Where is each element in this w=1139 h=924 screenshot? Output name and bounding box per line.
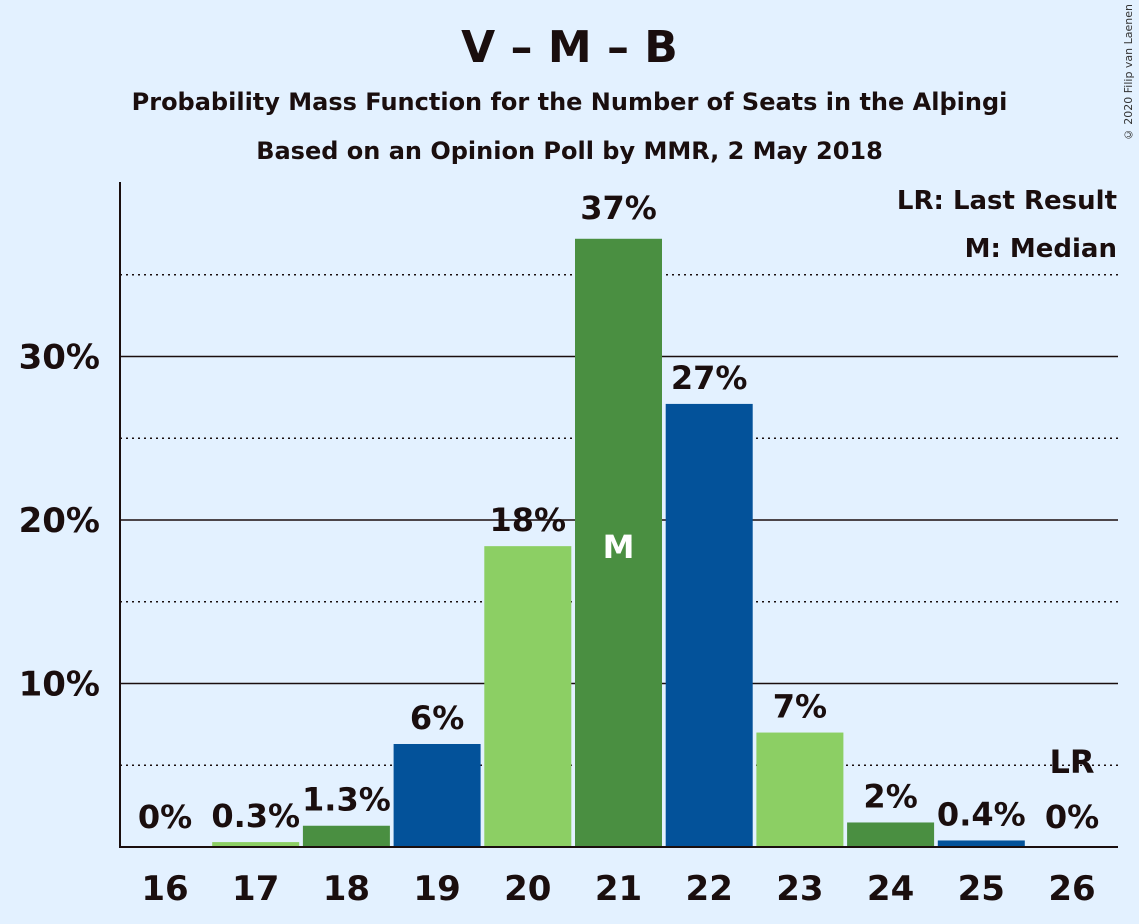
- bar-seat-25: [937, 840, 1025, 847]
- median-marker: M: [603, 528, 635, 566]
- y-tick-label: 30%: [19, 338, 100, 378]
- data-label: 18%: [490, 501, 567, 539]
- x-tick-label: 22: [686, 869, 733, 909]
- last-result-marker: LR: [1049, 743, 1094, 781]
- data-label: 7%: [773, 688, 827, 726]
- bar-seat-17: [212, 842, 300, 847]
- bar-seat-19: [393, 743, 481, 847]
- bar-seat-22: [665, 403, 753, 847]
- x-tick-label: 26: [1048, 869, 1095, 909]
- x-tick-label: 24: [867, 869, 914, 909]
- legend-median: M: Median: [965, 234, 1117, 264]
- bar-seat-21: [575, 238, 662, 847]
- chart-subtitle-source: Based on an Opinion Poll by MMR, 2 May 2…: [256, 137, 883, 165]
- data-label: 0.3%: [211, 797, 300, 835]
- y-tick-label: 10%: [19, 665, 100, 705]
- bar-seat-23: [756, 732, 844, 847]
- data-label: 6%: [410, 699, 464, 737]
- data-label: 37%: [580, 189, 657, 227]
- x-tick-label: 21: [595, 869, 642, 909]
- x-tick-label: 20: [504, 869, 551, 909]
- data-label: 0%: [138, 798, 192, 836]
- y-tick-label: 20%: [19, 501, 100, 541]
- bar-seat-20: [484, 546, 572, 847]
- bar-seat-18: [302, 825, 390, 847]
- chart-subtitle: Probability Mass Function for the Number…: [131, 88, 1008, 116]
- data-label: 2%: [863, 777, 917, 815]
- legend-last-result: LR: Last Result: [897, 186, 1117, 216]
- x-tick-label: 16: [141, 869, 188, 909]
- x-tick-label: 23: [776, 869, 823, 909]
- x-tick-label: 19: [413, 869, 460, 909]
- data-label: 27%: [671, 359, 748, 397]
- x-tick-label: 17: [232, 869, 279, 909]
- data-label: 0.4%: [937, 795, 1026, 833]
- x-tick-label: 25: [958, 869, 1005, 909]
- data-label: 0%: [1045, 798, 1099, 836]
- x-tick-label: 18: [323, 869, 370, 909]
- chart-title: V – M – B: [461, 22, 678, 73]
- bar-seat-24: [847, 822, 935, 847]
- data-label: 1.3%: [302, 781, 391, 819]
